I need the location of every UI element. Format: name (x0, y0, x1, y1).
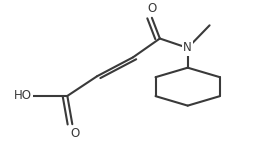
Text: O: O (147, 2, 157, 15)
Text: HO: HO (14, 89, 32, 102)
Text: N: N (183, 41, 192, 54)
Text: O: O (70, 127, 80, 140)
